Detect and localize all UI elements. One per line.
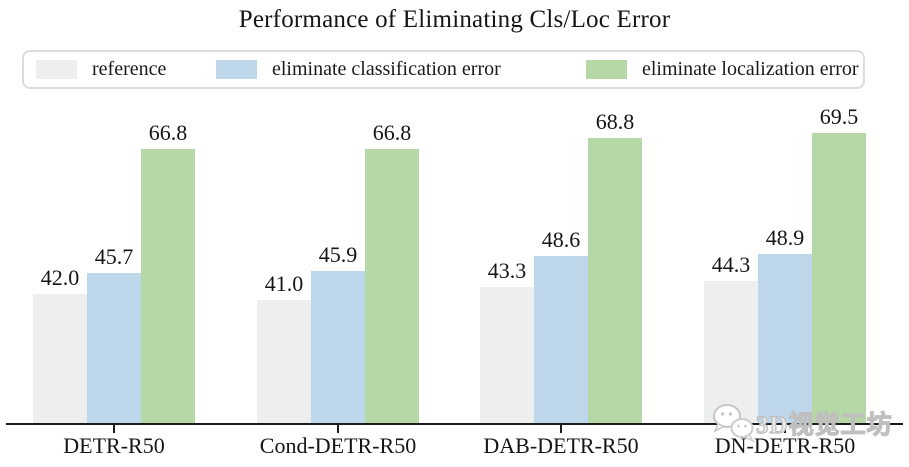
- x-axis-category-label: DN-DETR-R50: [714, 433, 856, 458]
- bar-eliminate-localization-error-Cond-DETR-R50: [365, 149, 419, 423]
- x-axis-line: [6, 423, 903, 425]
- bar-value-label: 42.0: [40, 265, 80, 290]
- x-axis-category-label: Cond-DETR-R50: [259, 433, 417, 458]
- legend: reference eliminate classification error e…: [22, 50, 865, 89]
- legend-swatch: [586, 60, 627, 79]
- bar-value-label: 45.7: [94, 244, 134, 269]
- bar-reference-DAB-DETR-R50: [480, 287, 534, 423]
- bar-value-label: 66.8: [148, 120, 188, 145]
- x-axis-category-label: DETR-R50: [63, 433, 165, 458]
- chart-title: Performance of Eliminating Cls/Loc Error: [238, 6, 671, 33]
- bar-reference-Cond-DETR-R50: [257, 300, 311, 423]
- bar-eliminate-classification-error-DAB-DETR-R50: [534, 256, 588, 423]
- legend-label: eliminate localization error: [642, 58, 859, 80]
- x-axis-tick: [784, 425, 786, 433]
- legend-label: eliminate classification error: [272, 58, 501, 80]
- bar-value-label: 66.8: [372, 120, 412, 145]
- bar-value-label: 48.9: [765, 225, 805, 250]
- legend-swatch: [36, 60, 77, 79]
- bar-value-label: 43.3: [487, 258, 527, 283]
- bar-eliminate-classification-error-Cond-DETR-R50: [311, 271, 365, 423]
- bar-eliminate-classification-error-DETR-R50: [87, 273, 141, 423]
- bar-reference-DETR-R50: [33, 294, 87, 423]
- bar-eliminate-localization-error-DN-DETR-R50: [812, 133, 866, 423]
- legend-item-reference: reference: [36, 52, 166, 87]
- bar-reference-DN-DETR-R50: [704, 281, 758, 423]
- legend-label: reference: [92, 58, 167, 80]
- x-axis-category-label: DAB-DETR-R50: [483, 433, 639, 458]
- bar-eliminate-localization-error-DAB-DETR-R50: [588, 138, 642, 423]
- x-axis-tick: [113, 425, 115, 433]
- legend-item-eliminate-classification-error: eliminate classification error: [216, 52, 501, 87]
- legend-item-eliminate-localization-error: eliminate localization error: [586, 52, 859, 87]
- bar-value-label: 48.6: [541, 227, 581, 252]
- bar-value-label: 69.5: [819, 104, 859, 129]
- bar-eliminate-classification-error-DN-DETR-R50: [758, 254, 812, 423]
- bar-value-label: 68.8: [595, 109, 635, 134]
- legend-swatch: [216, 60, 257, 79]
- bar-value-label: 44.3: [711, 252, 751, 277]
- bar-value-label: 41.0: [264, 271, 304, 296]
- x-axis-tick: [337, 425, 339, 433]
- bar-eliminate-localization-error-DETR-R50: [141, 149, 195, 423]
- bar-value-label: 45.9: [318, 242, 358, 267]
- x-axis-tick: [560, 425, 562, 433]
